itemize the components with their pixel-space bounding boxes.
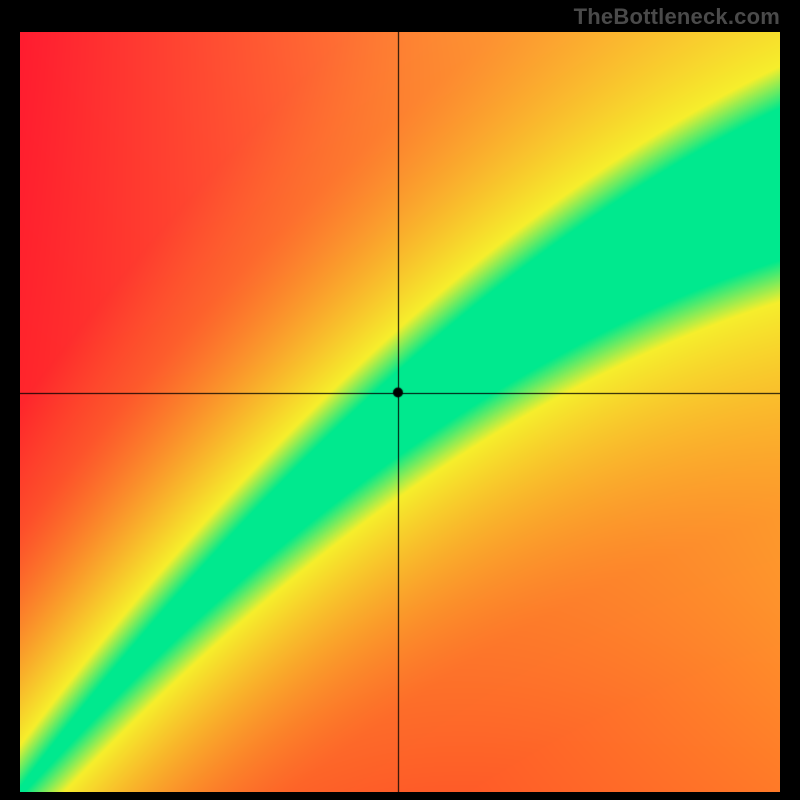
watermark-text: TheBottleneck.com <box>574 4 780 30</box>
bottleneck-heatmap <box>20 32 780 792</box>
